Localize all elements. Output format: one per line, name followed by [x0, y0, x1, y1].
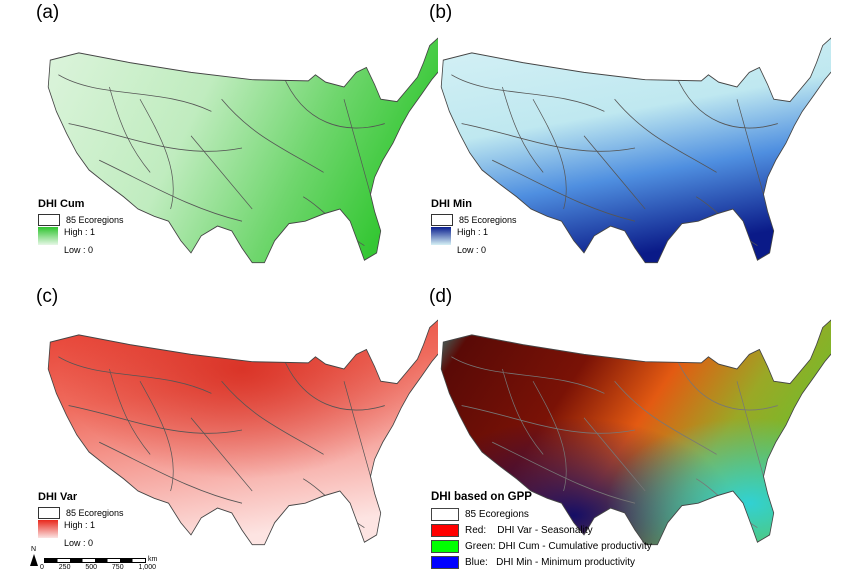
panel-c: (c) DHI Var 85 Ecoregions High : 1 Low :…	[0, 286, 438, 577]
legend-item-blue: Blue: DHI Min - Minimum productivity	[431, 554, 652, 570]
map-dhi-gpp	[440, 319, 831, 546]
scale-tick: 0	[40, 564, 44, 571]
legend-item-label: Green: DHI Cum - Cumulative productivity	[465, 540, 652, 552]
legend-title: DHI Var	[38, 491, 78, 503]
blue-swatch	[431, 555, 459, 569]
low-label: Low : 0	[457, 245, 487, 255]
panel-label: (a)	[36, 2, 60, 23]
panel-b: (b) DHI Min 85 Ecoregions High : 1 Low :…	[425, 0, 850, 291]
red-swatch	[431, 523, 459, 537]
map-dhi-min	[440, 37, 831, 264]
legend-title: DHI Cum	[38, 198, 85, 210]
ecoregion-swatch	[431, 214, 453, 226]
panel-label: (b)	[429, 2, 453, 23]
ecoregion-swatch	[431, 507, 459, 521]
scale-tick: 500	[85, 564, 98, 571]
legend-ecoregions: 85 Ecoregions	[38, 506, 124, 520]
ecoregions-label: 85 Ecoregions	[465, 508, 529, 520]
scale-tick: 250	[58, 564, 71, 571]
legend-ecoregions: 85 Ecoregions	[431, 506, 652, 522]
panel-d: (d) DHI based on GPP 85 Ecoregions Red: …	[425, 286, 850, 577]
legend-item-green: Green: DHI Cum - Cumulative productivity	[431, 538, 652, 554]
panel-label: (d)	[429, 286, 453, 307]
high-label: High : 1	[64, 520, 96, 530]
scale-ticks: 0 250 500 750 1,000	[40, 564, 156, 571]
ecoregion-swatch	[38, 214, 60, 226]
legend-dhi-var: DHI Var 85 Ecoregions High : 1 Low : 0	[38, 491, 124, 548]
color-ramp	[38, 227, 58, 245]
ecoregions-label: 85 Ecoregions	[459, 215, 517, 225]
legend-ramp: High : 1	[431, 227, 517, 245]
panel-a: (a) DHI Cum 85 Ecoregions High : 1 Low :…	[0, 0, 438, 291]
legend-ecoregions: 85 Ecoregions	[431, 213, 517, 227]
scale-bar: N 0 250 500 750 1,000 km	[30, 546, 160, 576]
high-label: High : 1	[457, 227, 489, 237]
legend-item-label: Blue: DHI Min - Minimum productivity	[465, 556, 636, 568]
legend-item-label: Red: DHI Var - Seasonality	[465, 524, 593, 536]
low-label: Low : 0	[64, 538, 94, 548]
scale-bar-graphic	[44, 558, 146, 563]
ecoregion-swatch	[38, 507, 60, 519]
legend-title: DHI Min	[431, 198, 472, 210]
color-ramp	[38, 520, 58, 538]
north-label: N	[31, 546, 37, 553]
color-ramp	[431, 227, 451, 245]
scale-unit: km	[148, 556, 158, 563]
map-dhi-cum	[47, 37, 438, 264]
legend-ecoregions: 85 Ecoregions	[38, 213, 124, 227]
north-arrow-icon	[30, 554, 38, 566]
legend-title: DHI based on GPP	[431, 491, 532, 503]
high-label: High : 1	[64, 227, 96, 237]
legend-dhi-gpp: DHI based on GPP 85 Ecoregions Red: DHI …	[431, 491, 652, 570]
legend-ramp: High : 1	[38, 227, 124, 245]
map-dhi-var	[47, 319, 438, 546]
low-label: Low : 0	[64, 245, 94, 255]
ecoregions-label: 85 Ecoregions	[66, 508, 124, 518]
legend-ramp: High : 1	[38, 520, 124, 538]
scale-tick: 1,000	[138, 564, 156, 571]
legend-dhi-cum: DHI Cum 85 Ecoregions High : 1 Low : 0	[38, 198, 124, 255]
green-swatch	[431, 539, 459, 553]
panel-label: (c)	[36, 286, 59, 307]
scale-tick: 750	[111, 564, 124, 571]
ecoregions-label: 85 Ecoregions	[66, 215, 124, 225]
legend-dhi-min: DHI Min 85 Ecoregions High : 1 Low : 0	[431, 198, 517, 255]
legend-item-red: Red: DHI Var - Seasonality	[431, 522, 652, 538]
